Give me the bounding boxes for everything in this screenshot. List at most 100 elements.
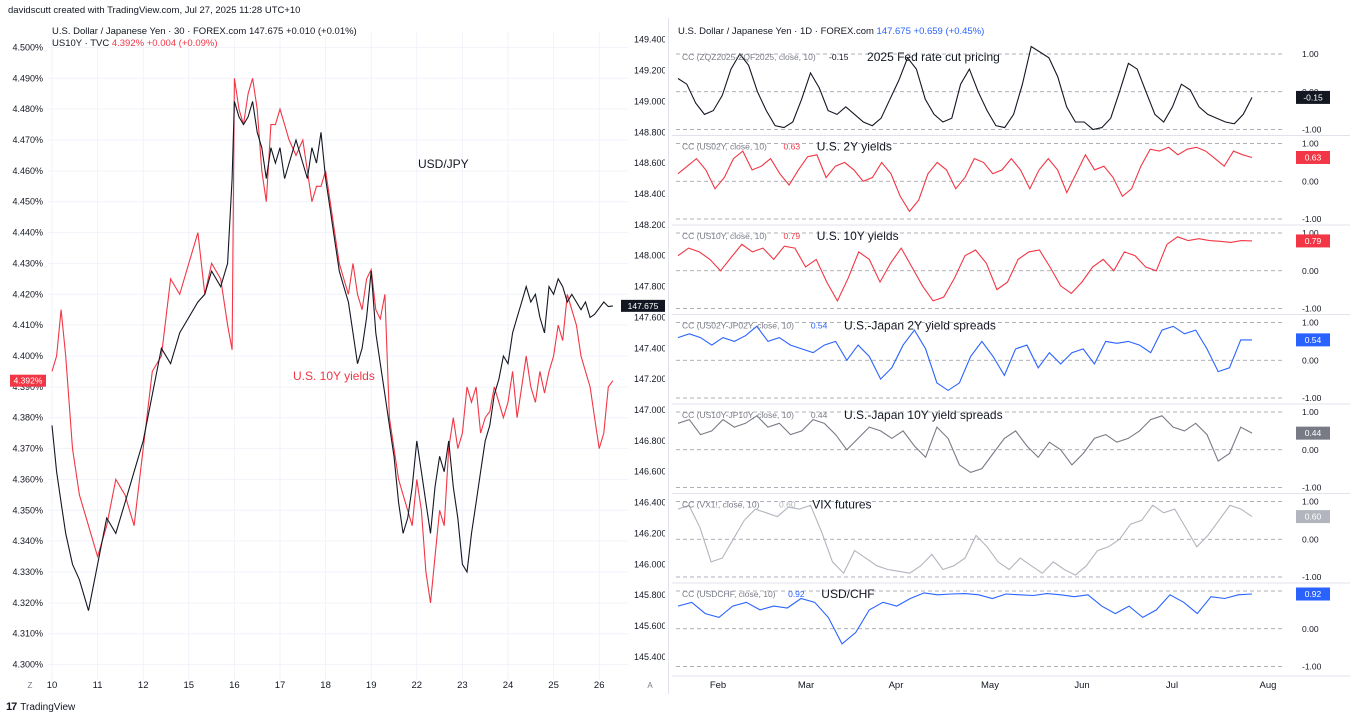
pane-axis-tick: 1.00 — [1302, 228, 1319, 238]
right-axis-tick: 147.000 — [634, 405, 665, 415]
pane-title: U.S.-Japan 10Y yield spreads — [844, 408, 1003, 422]
usdjpy-series-line — [51, 101, 613, 611]
left-axis-tick: 4.350% — [12, 505, 43, 515]
left-legend-symbol[interactable]: U.S. Dollar / Japanese Yen · 30 · FOREX.… — [52, 26, 247, 37]
pane-title: U.S. 10Y yields — [817, 229, 899, 243]
left-axis-tick: 4.440% — [12, 228, 43, 238]
left-axis-tick: 4.380% — [12, 413, 43, 423]
right-axis-tick: 145.800 — [634, 590, 665, 600]
us10y-legend-symbol[interactable]: US10Y · TVC — [52, 38, 110, 49]
left-legend-price: 147.675 — [248, 26, 284, 37]
left-chart-panel[interactable]: U.S. Dollar / Japanese Yen · 30 · FOREX.… — [0, 18, 667, 698]
right-axis-tick: 149.400 — [634, 35, 665, 45]
right-axis-tick: 149.200 — [634, 66, 665, 76]
pane-value-badge-label: 0.54 — [1305, 335, 1322, 345]
pane-series-line — [677, 45, 1253, 131]
pane-legend-value: 0.54 — [811, 321, 828, 331]
right-legend-price: 147.675 — [876, 26, 911, 37]
left-axis-tick: 4.390% — [12, 382, 43, 392]
tradingview-brand: TradingView — [20, 701, 76, 713]
pane-axis-tick: 0.00 — [1302, 624, 1319, 634]
pane-value-badge — [1296, 510, 1330, 524]
pane-series-line — [677, 325, 1252, 392]
pane-series-line — [677, 236, 1253, 303]
us10y-last-value-label: 4.392% — [14, 376, 43, 386]
usdjpy-last-value-label: 147.675 — [628, 301, 659, 311]
right-chart-svg[interactable]: 1.00 0.00 -1.00 CC (ZQZ2025-ZQF2025, close,… — [672, 18, 1350, 698]
pane-value-badge-label: 0.79 — [1305, 236, 1322, 246]
annotation-usdjpy: USD/JPY — [418, 157, 469, 171]
x-axis-tick: 18 — [320, 680, 331, 691]
us10y-legend-change: +0.004 (+0.09%) — [146, 38, 218, 49]
month-axis-tick: Jun — [1074, 680, 1089, 691]
left-axis-tick: 4.450% — [12, 197, 43, 207]
chart-credit: davidscutt created with TradingView.com,… — [8, 5, 301, 16]
pane-legend: CC (US10Y-JP10Y, close, 10) — [682, 410, 794, 420]
pane-legend: CC (US02Y-JP02Y, close, 10) — [682, 321, 794, 331]
month-axis-tick: May — [981, 680, 999, 691]
pane-value-badge-label: 0.60 — [1305, 512, 1322, 522]
right-legend-main: U.S. Dollar / Japanese Yen · 1D · FOREX.… — [678, 26, 984, 37]
left-axis-tick: 4.410% — [12, 320, 43, 330]
left-axis-tick: 4.330% — [12, 567, 43, 577]
right-chart-panel[interactable]: U.S. Dollar / Japanese Yen · 1D · FOREX.… — [672, 18, 1350, 698]
x-axis-tick: 10 — [47, 680, 58, 691]
x-axis-tick: 24 — [503, 680, 514, 691]
x-axis-tick: 25 — [548, 680, 559, 691]
month-axis-tick: Mar — [798, 680, 814, 691]
pane-axis-tick: -1.00 — [1302, 214, 1322, 224]
usdjpy-last-value-marker — [621, 299, 665, 312]
right-legend-symbol[interactable]: U.S. Dollar / Japanese Yen · 1D · FOREX.… — [678, 26, 874, 37]
us10y-legend-value: 4.392% — [111, 38, 145, 49]
pane-value-badge-label: -0.15 — [1303, 92, 1323, 102]
pane-value-badge-label: 0.44 — [1305, 428, 1322, 438]
left-axis-tick: 4.480% — [12, 104, 43, 114]
pane-value-badge-label: 0.63 — [1305, 152, 1322, 162]
pane-axis-tick: -1.00 — [1302, 393, 1322, 403]
x-axis-tick: 12 — [138, 680, 149, 691]
x-axis-tick: 22 — [412, 680, 423, 691]
right-axis-tick: 148.600 — [634, 158, 665, 168]
left-axis-tick: 4.490% — [12, 73, 43, 83]
left-chart-svg[interactable]: 4.500% 4.490% 4.480% 4.470% 4.460% 4.450% 4.44… — [0, 18, 667, 698]
x-axis-tick: 26 — [594, 680, 605, 691]
month-axis-tick: Feb — [710, 680, 726, 691]
left-legend-us10y: US10Y · TVC 4.392% +0.004 (+0.09%) — [52, 38, 218, 49]
pane-legend: CC (ZQZ2025-ZQF2025, close, 10) — [682, 52, 816, 62]
x-axis-tick: 23 — [457, 680, 468, 691]
right-axis-tick: 146.600 — [634, 467, 665, 477]
right-axis-tick: 147.400 — [634, 343, 665, 353]
right-axis-tick: 146.800 — [634, 436, 665, 446]
pane-axis-tick: 0.00 — [1302, 355, 1319, 365]
right-axis-tick: 147.600 — [634, 312, 665, 322]
pane-series-line — [677, 146, 1253, 213]
tradingview-footer[interactable]: 17 TradingView — [6, 701, 75, 713]
right-axis-tick: 146.000 — [634, 559, 665, 569]
pane-value-badge — [1296, 150, 1330, 164]
pane-axis-tick: 1.00 — [1302, 139, 1319, 149]
right-axis-tick: 148.000 — [634, 251, 665, 261]
right-axis-tick: 149.000 — [634, 96, 665, 106]
pane-legend: CC (USDCHF, close, 10) — [682, 589, 776, 599]
pane-axis-tick: 1.00 — [1302, 49, 1319, 59]
pane-axis-tick: 0.00 — [1302, 266, 1319, 276]
x-axis-tick: 16 — [229, 680, 240, 691]
pane-axis-tick: 1.00 — [1302, 407, 1319, 417]
left-axis-tick: 4.400% — [12, 351, 43, 361]
pane-axis-tick: -1.00 — [1302, 572, 1322, 582]
right-axis-tick: 148.200 — [634, 220, 665, 230]
pane-series-line — [677, 592, 1253, 645]
axis-corner-right-icon: A — [647, 681, 653, 690]
pane-title: VIX futures — [812, 498, 871, 512]
right-axis-tick: 148.800 — [634, 127, 665, 137]
pane-title: U.S.-Japan 2Y yield spreads — [844, 319, 996, 333]
month-axis-tick: Jul — [1166, 680, 1178, 691]
left-axis-tick: 4.340% — [12, 536, 43, 546]
pane-axis-tick: 0.00 — [1302, 445, 1319, 455]
pane-axis-tick: -1.00 — [1302, 125, 1322, 135]
left-axis-tick: 4.420% — [12, 289, 43, 299]
axis-corner-left-icon: Z — [28, 681, 33, 690]
x-axis-tick: 11 — [93, 680, 103, 691]
x-axis-tick: 15 — [184, 680, 195, 691]
right-axis-tick: 146.400 — [634, 498, 665, 508]
